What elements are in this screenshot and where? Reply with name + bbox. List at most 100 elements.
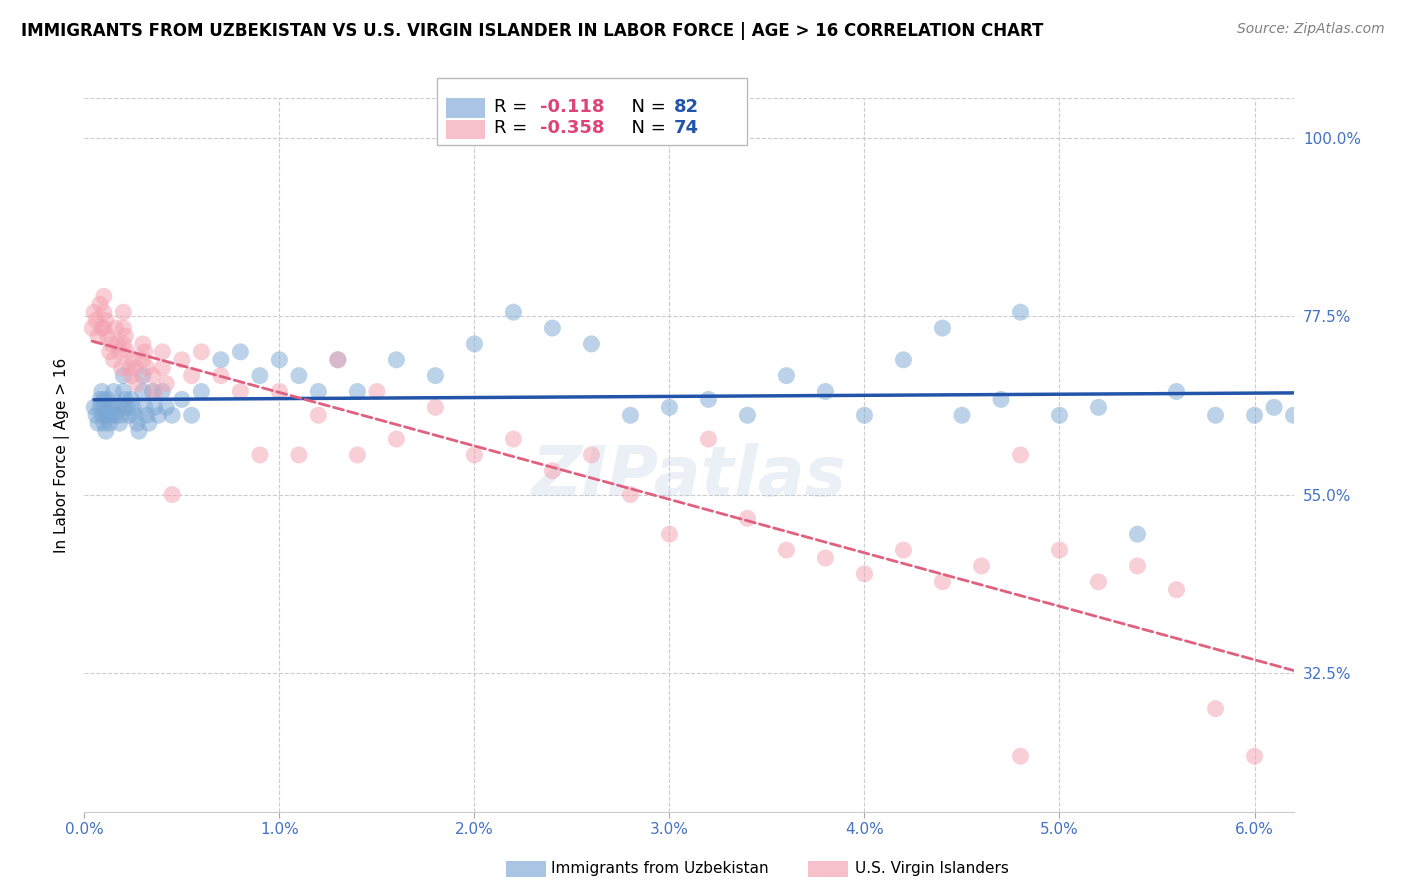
Point [581, 337, 603, 351]
Point [124, 360, 146, 375]
Point [93, 305, 115, 319]
Point [83, 401, 105, 415]
Point [94, 409, 117, 423]
Point [112, 321, 135, 335]
Point [83, 305, 105, 319]
Point [737, 409, 759, 423]
Text: N =: N = [620, 98, 672, 116]
Text: R =: R = [494, 120, 533, 137]
Point [307, 409, 329, 423]
Point [326, 352, 349, 367]
Text: -0.358: -0.358 [540, 120, 605, 137]
Point [990, 392, 1012, 407]
Point [269, 384, 291, 399]
Point [366, 384, 388, 399]
Point [94, 424, 117, 438]
Point [112, 368, 135, 383]
Point [103, 401, 125, 415]
Point [112, 337, 135, 351]
Point [502, 432, 524, 446]
Point [134, 401, 156, 415]
Text: 74: 74 [673, 120, 699, 137]
Point [87, 329, 110, 343]
Point [122, 401, 145, 415]
Point [84, 409, 107, 423]
Point [142, 384, 165, 399]
Point [425, 368, 447, 383]
Point [97, 409, 120, 423]
Point [229, 344, 252, 359]
Point [148, 409, 170, 423]
Point [89, 392, 111, 407]
Point [893, 352, 915, 367]
Point [150, 360, 173, 375]
Point [155, 401, 177, 415]
Point [107, 401, 129, 415]
Point [112, 384, 135, 399]
Point [150, 344, 173, 359]
Point [581, 448, 603, 462]
Point [502, 305, 524, 319]
Point [697, 392, 720, 407]
Point [1126, 527, 1149, 541]
Point [93, 392, 115, 407]
Point [142, 368, 165, 383]
Point [143, 384, 166, 399]
Point [114, 392, 136, 407]
Point [93, 416, 115, 430]
Point [170, 352, 193, 367]
Point [138, 416, 160, 430]
Point [160, 409, 183, 423]
Point [619, 487, 641, 501]
Point [93, 289, 115, 303]
Point [950, 409, 973, 423]
Point [118, 409, 141, 423]
Point [209, 352, 232, 367]
Point [160, 487, 183, 501]
Point [98, 401, 121, 415]
Point [1010, 749, 1032, 764]
Point [229, 384, 252, 399]
Point [120, 392, 142, 407]
Point [155, 376, 177, 391]
Point [90, 321, 112, 335]
Point [1010, 305, 1032, 319]
Point [288, 368, 311, 383]
Point [1126, 558, 1149, 573]
Point [117, 344, 139, 359]
Point [108, 344, 131, 359]
Text: -0.118: -0.118 [540, 98, 605, 116]
Point [463, 337, 485, 351]
Point [100, 337, 122, 351]
Point [541, 321, 564, 335]
Point [122, 352, 145, 367]
Point [90, 409, 112, 423]
Point [132, 384, 155, 399]
Text: N =: N = [620, 120, 672, 137]
Point [1263, 401, 1285, 415]
Point [346, 384, 368, 399]
Point [112, 401, 135, 415]
Point [1205, 409, 1227, 423]
Point [1205, 701, 1227, 715]
Point [97, 329, 120, 343]
Point [143, 401, 166, 415]
Point [180, 368, 202, 383]
Point [128, 424, 150, 438]
Point [1087, 574, 1109, 589]
Point [853, 409, 876, 423]
Point [775, 543, 797, 558]
Text: U.S. Virgin Islanders: U.S. Virgin Islanders [855, 862, 1008, 876]
Point [931, 574, 953, 589]
Point [93, 321, 115, 335]
Point [110, 409, 132, 423]
Point [1243, 749, 1265, 764]
Point [1087, 401, 1109, 415]
Point [346, 448, 368, 462]
Point [326, 352, 349, 367]
Point [288, 448, 311, 462]
Point [103, 352, 125, 367]
Point [385, 352, 408, 367]
Point [98, 416, 121, 430]
Point [132, 368, 155, 383]
